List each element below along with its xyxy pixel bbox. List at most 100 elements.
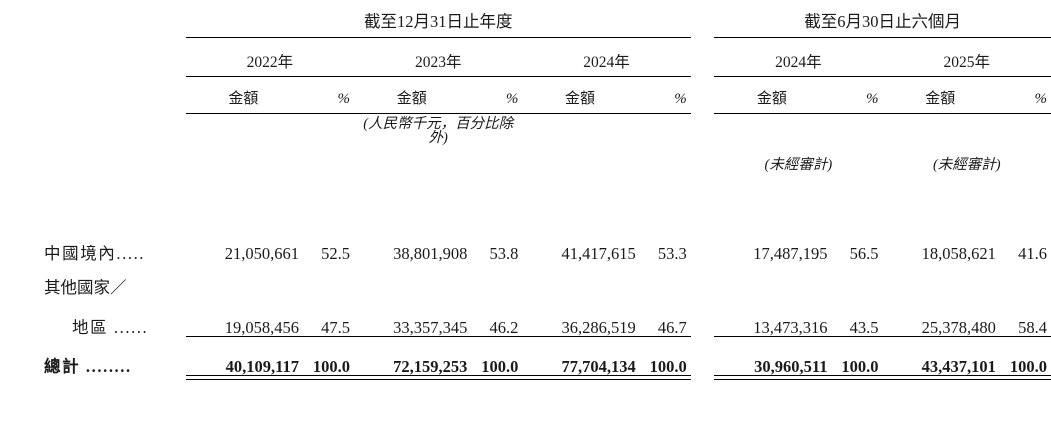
subheader-amount-2022: 金額 xyxy=(228,91,259,107)
cell-total-gap xyxy=(691,337,714,375)
sub-rule-percent-2023 xyxy=(469,113,523,114)
currency-note: (人民幣千元，百分比除外) xyxy=(363,115,514,146)
cell-overseas-percent-2025-interim: 58.4 xyxy=(1018,317,1047,337)
cell-total-amount-2024-annual: 77,704,134 xyxy=(561,356,636,376)
subheader-percent-2022: % xyxy=(337,91,351,107)
year-header-2025-interim: 2025年 xyxy=(943,53,991,71)
unaudited-note-row: (未經審計) (未經審計) xyxy=(0,148,1051,182)
subheader-amount-2023: 金額 xyxy=(396,91,427,107)
currency-note-spacer xyxy=(0,114,186,148)
currency-note-gap xyxy=(691,114,714,148)
cell-total-amount-2024-interim: 30,960,511 xyxy=(754,356,828,376)
pre-total-rule-percent-2025-interim xyxy=(997,336,1051,337)
year-rule-2024-annual xyxy=(522,76,691,77)
subheader-percent-2023: % xyxy=(505,91,519,107)
sub-rule-percent-2025-interim xyxy=(997,113,1051,114)
pre-total-rule-percent-2024-annual xyxy=(637,336,691,337)
cell-domestic-percent-2022: 52.5 xyxy=(321,243,351,263)
pre-total-rule-amount-2025-interim xyxy=(882,336,998,337)
group-header-row: 截至12月31日止年度 截至6月30日止六個月 xyxy=(0,0,1051,37)
pre-total-rule-row xyxy=(0,336,1051,337)
pre-total-rule-percent-2023 xyxy=(469,336,523,337)
row-label-total: 總計 ........ xyxy=(44,356,132,376)
group-rule-interim xyxy=(714,37,1051,38)
cell-overseas-amount-2023: 33,357,345 xyxy=(393,317,468,337)
subheader-percent-2025-interim: % xyxy=(1034,91,1048,107)
pre-total-rule-percent-2022 xyxy=(301,336,355,337)
post-total-rule-amount-2024-interim xyxy=(714,375,830,380)
cell-overseas-percent-2024-annual: 46.7 xyxy=(657,317,687,337)
post-total-rule-amount-2022 xyxy=(185,375,301,380)
group-header-annual: 截至12月31日止年度 xyxy=(363,11,513,31)
year-rule-2022 xyxy=(185,76,355,77)
sub-rule-amount-2024-annual xyxy=(522,113,638,114)
unaudited-note-2025: (未經審計) xyxy=(932,156,1001,173)
group-rule-annual xyxy=(185,37,691,38)
pre-data-spacer-row xyxy=(0,182,1051,228)
cell-total-percent-2025-interim: 100.0 xyxy=(1009,356,1047,376)
cell-total-percent-2024-interim: 100.0 xyxy=(841,356,879,376)
year-header-row: 2022年 2023年 2024年 2024年 2025年 xyxy=(0,38,1051,76)
unaudited-pad-annual xyxy=(186,148,691,182)
cell-total-amount-2022: 40,109,117 xyxy=(225,356,299,376)
cell-domestic-percent-2024-annual: 53.3 xyxy=(657,243,687,263)
post-total-rule-percent-2024-annual xyxy=(637,375,691,380)
pre-total-rule-amount-2024-annual xyxy=(522,336,638,337)
pre-total-rule-amount-2024-interim xyxy=(714,336,830,337)
post-total-rule-percent-2024-interim xyxy=(829,375,883,380)
post-total-rule-row xyxy=(0,375,1051,380)
unaudited-note-2024: (未經審計) xyxy=(764,156,833,173)
pre-total-rule-amount-2023 xyxy=(354,336,470,337)
cell-overseas-amount-2024-interim: 13,473,316 xyxy=(753,317,828,337)
row-label-domestic: 中國境內..... xyxy=(44,243,146,263)
table-row-total: 總計 ........ 40,109,117 100.0 72,159,253 … xyxy=(0,337,1051,375)
cell-domestic-amount-2022: 21,050,661 xyxy=(224,243,299,263)
year-corner xyxy=(0,38,186,76)
subheader-rule-row xyxy=(0,113,1051,114)
cell-overseas-amount-2024-annual: 36,286,519 xyxy=(561,317,636,337)
subheader-amount-2025-interim: 金額 xyxy=(925,91,956,107)
subheader-amount-2024-interim: 金額 xyxy=(756,91,787,107)
year-rule-2024-interim xyxy=(714,76,883,77)
cell-domestic-amount-2024-interim: 17,487,195 xyxy=(753,243,828,263)
year-rule-2025-interim xyxy=(882,76,1051,77)
cell-overseas-percent-2024-interim: 43.5 xyxy=(849,317,879,337)
cell-total-amount-2023: 72,159,253 xyxy=(393,356,468,376)
sub-rule-percent-2024-interim xyxy=(829,113,883,114)
cell-domestic-amount-2025-interim: 18,058,621 xyxy=(921,243,996,263)
sub-rule-percent-2022 xyxy=(301,113,355,114)
sub-corner xyxy=(0,77,186,113)
row-label-overseas-line1: 其他國家／ xyxy=(44,277,127,297)
post-total-rule-percent-2022 xyxy=(301,375,355,380)
post-total-rule-amount-2024-annual xyxy=(522,375,638,380)
cell-total-amount-2025-interim: 43,437,101 xyxy=(921,356,996,376)
post-total-rule-amount-2023 xyxy=(354,375,470,380)
cell-total-percent-2024-annual: 100.0 xyxy=(649,356,687,376)
pre-data-spacer xyxy=(0,182,1051,228)
post-total-rule-amount-2025-interim xyxy=(882,375,998,380)
sub-rule-amount-2025-interim xyxy=(882,113,998,114)
subheader-percent-2024-annual: % xyxy=(674,91,687,107)
unaudited-spacer xyxy=(0,148,186,182)
currency-note-pad-interim xyxy=(714,114,1051,148)
sub-rule-amount-2023 xyxy=(354,113,470,114)
group-gap xyxy=(691,0,714,37)
sub-rule-amount-2024-interim xyxy=(714,113,830,114)
sub-rule-percent-2024-annual xyxy=(637,113,691,114)
year-rule-row xyxy=(0,76,1051,77)
post-total-rule-percent-2023 xyxy=(469,375,523,380)
subheader-row: 金額 % 金額 % 金額 % 金額 % 金額 % xyxy=(0,77,1051,113)
table-row-overseas-line1: 其他國家／ xyxy=(0,262,1051,296)
cell-domestic-amount-2023: 38,801,908 xyxy=(393,243,468,263)
cell-overseas-percent-2023: 46.2 xyxy=(489,317,519,337)
pre-total-rule-amount-2022 xyxy=(185,336,301,337)
row-label-overseas-line2: 地區 ...... xyxy=(72,317,149,337)
group-header-interim: 截至6月30日止六個月 xyxy=(804,11,961,31)
year-rule-2023 xyxy=(354,76,523,77)
cell-overseas-gap xyxy=(691,296,714,336)
unaudited-gap xyxy=(691,148,714,182)
subheader-amount-2024-annual: 金額 xyxy=(565,91,596,107)
cell-overseas-amount-2025-interim: 25,378,480 xyxy=(921,317,996,337)
post-total-rule-gap xyxy=(691,375,714,380)
overseas-line1-empty xyxy=(186,262,1051,296)
